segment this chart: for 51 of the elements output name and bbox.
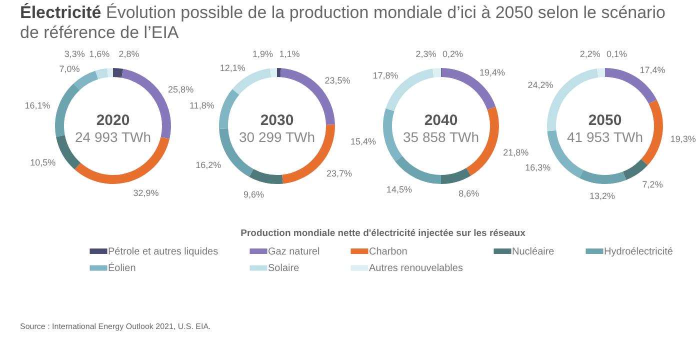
legend-label: Hydroélectricité bbox=[604, 246, 674, 258]
data-label: 3,3% bbox=[64, 49, 85, 59]
source-note: Source : International Energy Outlook 2021, U.S. EIA. bbox=[20, 322, 211, 331]
data-label: 19,4% bbox=[479, 67, 505, 78]
data-label: 24,2% bbox=[528, 80, 554, 90]
data-label: 12,1% bbox=[220, 63, 246, 74]
data-label: 16,1% bbox=[24, 100, 50, 110]
data-label: 11,8% bbox=[189, 100, 214, 110]
data-label: 17,4% bbox=[640, 64, 666, 75]
data-label: 1,6% bbox=[89, 49, 110, 59]
text: 24 993 TWh bbox=[74, 129, 152, 145]
text: 35 858 TWh bbox=[402, 129, 480, 145]
legend-label: Solaire bbox=[268, 263, 300, 274]
text: 41 953 TWh bbox=[566, 129, 644, 145]
text: 2050 bbox=[588, 112, 622, 129]
data-label: 2,8% bbox=[118, 49, 140, 59]
data-label: 9,6% bbox=[243, 190, 264, 200]
data-label: 15,4% bbox=[350, 136, 376, 147]
data-label: 21,8% bbox=[503, 147, 529, 158]
data-label: 8,6% bbox=[458, 188, 480, 199]
data-label: 1,1% bbox=[279, 49, 300, 59]
legend-title: Production mondiale nette d'électricité injectée sur les réseaux bbox=[240, 228, 526, 239]
legend-label: Éolien bbox=[108, 262, 136, 274]
data-label: 25,8% bbox=[168, 84, 194, 95]
data-label: 0,1% bbox=[606, 49, 628, 59]
data-label: 32,9% bbox=[133, 188, 159, 198]
legend-label: Nucléaire bbox=[512, 246, 555, 258]
legend-label: Autres renouvelables bbox=[369, 263, 463, 274]
text: 2020 bbox=[96, 112, 130, 129]
data-label: 13,2% bbox=[590, 190, 616, 201]
chart-title: Électricité Évolution possible de la production mondiale d’ici à 2050 selon le scénario de référence de l’EIA bbox=[20, 3, 666, 43]
data-label: 16,3% bbox=[525, 162, 551, 172]
data-label: 1,9% bbox=[252, 49, 274, 59]
data-label: 16,2% bbox=[196, 160, 222, 170]
data-label: 10,5% bbox=[30, 158, 56, 168]
data-label: 19,3% bbox=[670, 134, 696, 144]
data-label: 2,3% bbox=[416, 49, 436, 59]
legend-label: Pétrole et autres liquides bbox=[108, 246, 218, 258]
text: 2040 bbox=[424, 112, 458, 129]
text: 30 299 TWh bbox=[238, 129, 316, 145]
data-label: 17,8% bbox=[372, 70, 398, 81]
legend-label: Gaz naturel bbox=[268, 246, 320, 258]
data-label: 7,0% bbox=[59, 64, 80, 74]
data-label: 23,7% bbox=[326, 168, 352, 179]
data-label: 0,2% bbox=[442, 49, 464, 59]
data-label: 14,5% bbox=[386, 184, 412, 194]
text: 2030 bbox=[260, 112, 294, 129]
data-label: 2,2% bbox=[580, 49, 600, 59]
data-label: 7,2% bbox=[642, 179, 663, 190]
data-label: 23,5% bbox=[324, 75, 350, 86]
legend-label: Charbon bbox=[369, 246, 408, 258]
